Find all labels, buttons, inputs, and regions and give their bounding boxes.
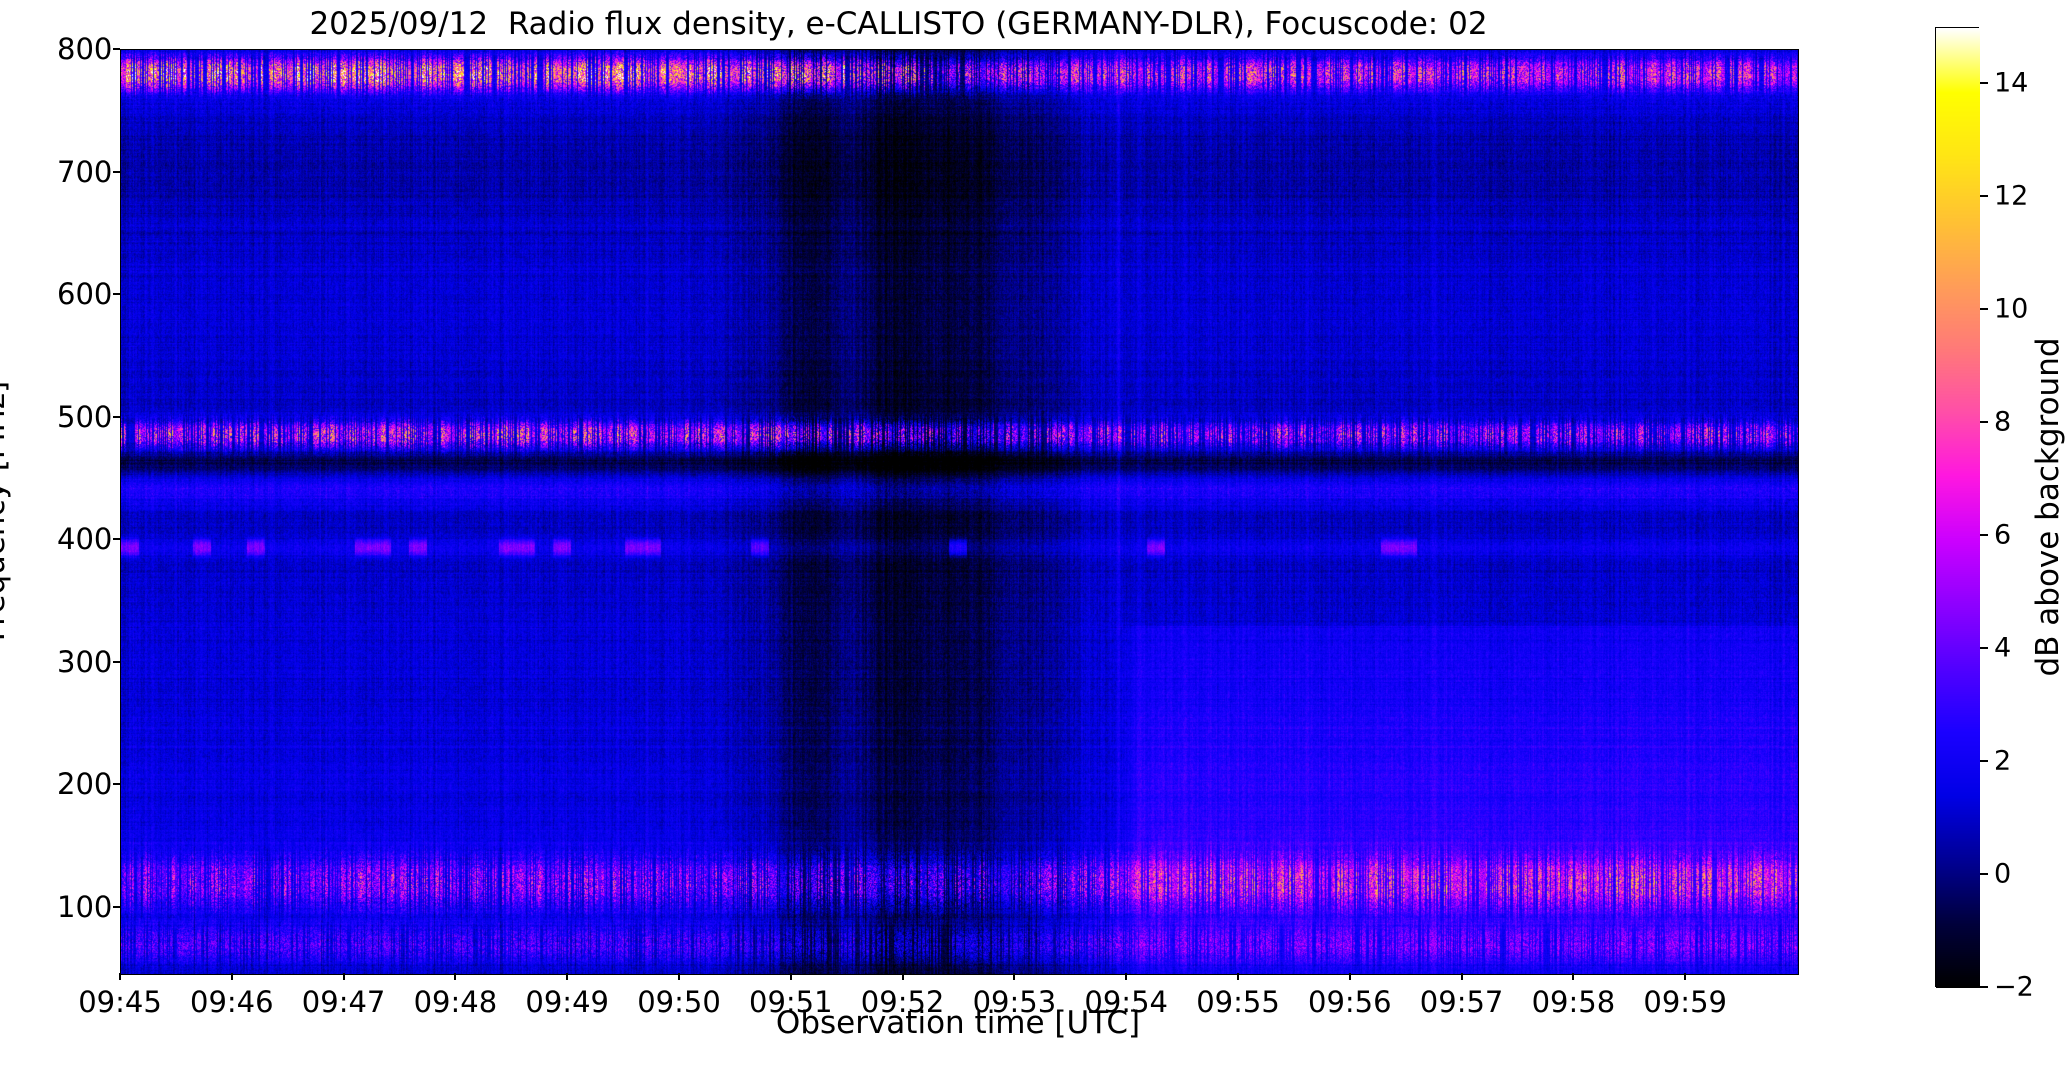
colorbar-tick-mark bbox=[1980, 195, 1988, 198]
y-tick-label: 800 bbox=[57, 32, 113, 66]
colorbar-tick-label: 4 bbox=[1994, 632, 2012, 664]
colorbar-tick-mark bbox=[1980, 873, 1988, 876]
x-tick-mark bbox=[566, 973, 569, 980]
colorbar-tick-mark bbox=[1980, 760, 1988, 763]
colorbar-tick-label: 0 bbox=[1994, 858, 2012, 890]
y-tick-label: 700 bbox=[57, 154, 113, 189]
x-tick-label: 09:59 bbox=[1643, 985, 1727, 1019]
y-tick-mark bbox=[113, 415, 120, 418]
y-tick-label: 100 bbox=[57, 889, 113, 924]
x-tick-label: 09:46 bbox=[190, 985, 274, 1019]
x-tick-label: 09:54 bbox=[1084, 985, 1168, 1019]
page-title: 2025/09/12 Radio flux density, e-CALLIST… bbox=[309, 6, 1488, 42]
colorbar-tick-label: 10 bbox=[1994, 293, 2029, 325]
y-tick-mark bbox=[113, 170, 120, 173]
x-tick-mark bbox=[230, 973, 233, 980]
y-tick-label: 400 bbox=[57, 522, 113, 557]
colorbar-tick-label: 8 bbox=[1994, 406, 2012, 438]
x-tick-mark bbox=[1684, 973, 1687, 980]
x-tick-mark bbox=[1460, 973, 1463, 980]
x-tick-label: 09:51 bbox=[749, 985, 833, 1019]
x-tick-mark bbox=[1237, 973, 1239, 980]
colorbar-tick-label: 12 bbox=[1994, 180, 2029, 212]
x-axis-label: Observation time [UTC] bbox=[775, 1005, 1141, 1041]
x-tick-label: 09:53 bbox=[972, 985, 1057, 1019]
x-tick-label: 09:47 bbox=[301, 985, 386, 1019]
x-tick-mark bbox=[1013, 973, 1016, 980]
y-tick-label: 600 bbox=[57, 277, 113, 312]
colorbar-gradient bbox=[1936, 28, 1980, 988]
x-tick-mark bbox=[1125, 973, 1128, 980]
x-tick-mark bbox=[789, 973, 792, 980]
x-tick-mark bbox=[901, 973, 904, 980]
y-axis-label: Frequency [MHz] bbox=[0, 380, 12, 642]
y-tick-mark bbox=[113, 905, 120, 908]
y-tick-mark bbox=[113, 293, 120, 296]
x-tick-mark bbox=[1348, 973, 1351, 980]
colorbar[interactable] bbox=[1935, 27, 1980, 988]
colorbar-tick-label: 2 bbox=[1994, 745, 2012, 777]
colorbar-tick-label: 14 bbox=[1994, 67, 2029, 99]
x-tick-mark bbox=[1572, 973, 1575, 980]
x-tick-mark bbox=[454, 973, 457, 980]
y-tick-mark bbox=[113, 538, 120, 541]
colorbar-tick-mark bbox=[1980, 421, 1988, 424]
colorbar-tick-mark bbox=[1980, 647, 1988, 650]
spectrogram-image bbox=[121, 50, 1798, 974]
x-tick-mark bbox=[119, 973, 121, 980]
y-tick-mark bbox=[113, 660, 120, 663]
x-tick-label: 09:50 bbox=[637, 985, 721, 1019]
colorbar-tick-mark bbox=[1980, 986, 1988, 988]
y-tick-mark bbox=[113, 783, 120, 786]
x-tick-mark bbox=[342, 973, 345, 980]
x-tick-label: 09:56 bbox=[1308, 985, 1392, 1019]
colorbar-tick-mark bbox=[1980, 308, 1988, 311]
colorbar-label: dB above background bbox=[2030, 337, 2066, 677]
x-tick-label: 09:49 bbox=[525, 985, 609, 1019]
x-tick-label: 09:55 bbox=[1196, 985, 1280, 1019]
y-tick-label: 200 bbox=[57, 767, 113, 802]
x-tick-label: 09:57 bbox=[1419, 985, 1504, 1019]
y-tick-label: 300 bbox=[57, 644, 113, 679]
y-tick-label: 500 bbox=[57, 399, 113, 434]
x-tick-label: 09:45 bbox=[78, 985, 162, 1019]
colorbar-tick-mark bbox=[1980, 534, 1988, 537]
y-tick-mark bbox=[113, 48, 120, 50]
x-tick-label: 09:48 bbox=[413, 985, 498, 1019]
x-tick-label: 09:58 bbox=[1531, 985, 1616, 1019]
x-tick-label: 09:52 bbox=[860, 985, 945, 1019]
colorbar-tick-label: −2 bbox=[1994, 971, 2034, 1003]
spectrogram-axes[interactable] bbox=[120, 49, 1799, 975]
colorbar-tick-mark bbox=[1980, 82, 1988, 85]
x-tick-mark bbox=[678, 973, 680, 980]
colorbar-tick-label: 6 bbox=[1994, 519, 2012, 551]
